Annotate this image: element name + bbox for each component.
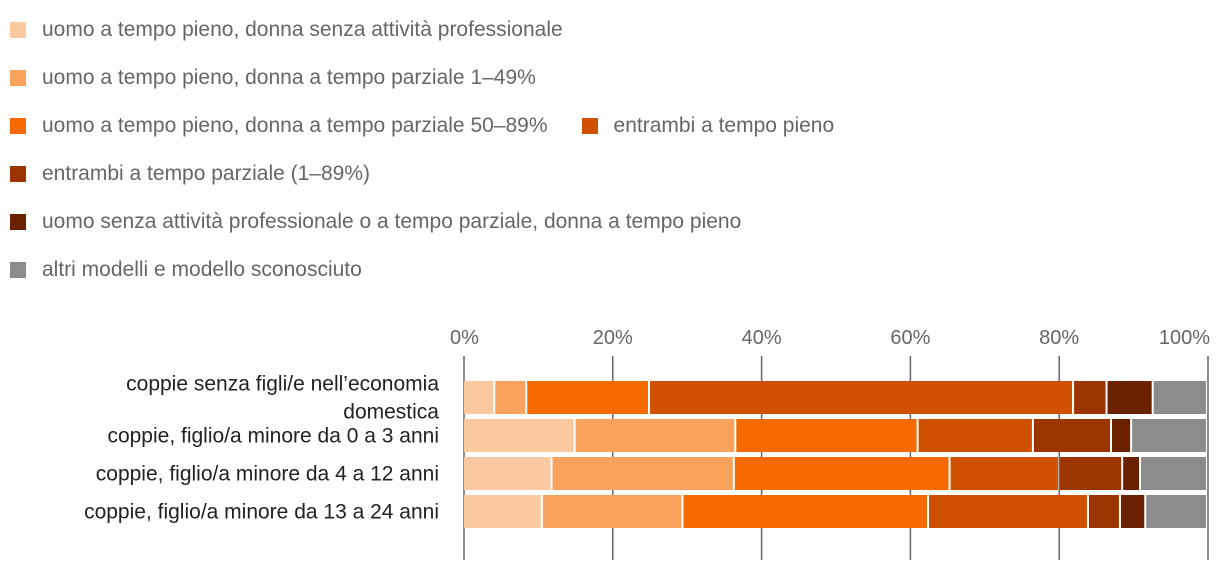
legend-swatch [10,22,26,38]
x-tick-label: 80% [1039,327,1079,349]
legend-label: altri modelli e modello sconosciuto [42,258,362,281]
bar-segment [1112,419,1131,452]
legend-label: uomo a tempo pieno, donna a tempo parzia… [42,114,548,137]
x-axis-tick-labels: 0% 20% 40% 60% 80% 100% [450,327,1210,349]
bar-segment [1120,495,1145,528]
legend-swatch [10,166,26,182]
bar-segment [683,495,927,528]
bar-segment [575,419,735,452]
bar-segment [1146,495,1206,528]
legend-row: uomo senza attività professionale o a te… [10,198,1210,246]
x-tick-label: 100% [1159,327,1210,349]
bar-segment [650,381,1073,414]
legend-item: entrambi a tempo pieno [581,114,835,138]
bar-segment [542,495,682,528]
category-label: coppie senza figli/e nell’economia [126,373,439,396]
bar-segment [1141,457,1206,490]
bar-segment [1132,419,1206,452]
bar-segment [495,381,526,414]
bar-segment [918,419,1032,452]
bar-segment [929,495,1087,528]
bar-segment [1153,381,1206,414]
bar-segment [736,419,917,452]
x-tick-label: 0% [450,327,479,349]
category-label: coppie, figlio/a minore da 13 a 24 anni [84,501,439,524]
legend-row: altri modelli e modello sconosciuto [10,246,1210,294]
bar-segment [1088,495,1119,528]
legend-swatch [10,70,26,86]
bar-segment [1123,457,1140,490]
bar-segment [950,457,1058,490]
legend-row: uomo a tempo pieno, donna senza attività… [10,6,1210,54]
x-tick-label: 40% [742,327,782,349]
bar-segment [464,495,541,528]
legend-row: uomo a tempo pieno, donna a tempo parzia… [10,102,1210,150]
bar-segment [1074,381,1106,414]
legend-row: uomo a tempo pieno, donna a tempo parzia… [10,54,1210,102]
legend-swatch [581,118,598,134]
bar-segment [527,381,648,414]
x-tick-label: 60% [890,327,930,349]
category-label: domestica [343,401,439,424]
legend-item: uomo a tempo pieno, donna a tempo parzia… [10,114,548,138]
legend-label: uomo senza attività professionale o a te… [42,210,742,233]
legend-item: uomo a tempo pieno, donna senza attività… [10,18,563,42]
x-tick-label: 20% [593,327,633,349]
legend-label: uomo a tempo pieno, donna a tempo parzia… [42,66,536,89]
chart-legend: uomo a tempo pieno, donna senza attività… [10,6,1210,294]
legend-item: uomo a tempo pieno, donna a tempo parzia… [10,66,536,90]
bar-segment [552,457,733,490]
legend-label: entrambi a tempo parziale (1–89%) [42,162,371,185]
bar-segment [464,419,574,452]
category-label: coppie, figlio/a minore da 4 a 12 anni [96,463,439,486]
category-labels: coppie senza figli/e nell’economia domest… [84,373,439,524]
legend-label: uomo a tempo pieno, donna senza attività… [42,18,563,41]
legend-label: entrambi a tempo pieno [613,114,835,137]
category-label: coppie, figlio/a minore da 0 a 3 anni [107,425,439,448]
legend-swatch [10,214,26,230]
legend-row: entrambi a tempo parziale (1–89%) [10,150,1210,198]
bar-segment [464,381,494,414]
bar-segment [734,457,949,490]
bar-segment [1059,457,1122,490]
bar-segment [1033,419,1111,452]
legend-swatch [10,118,26,134]
legend-item: uomo senza attività professionale o a te… [10,210,741,234]
legend-item: entrambi a tempo parziale (1–89%) [10,162,370,186]
legend-swatch [10,262,26,278]
bar-segment [464,457,551,490]
bar-segment [1107,381,1152,414]
bar-segments [464,381,1206,528]
legend-item: altri modelli e modello sconosciuto [10,258,362,282]
